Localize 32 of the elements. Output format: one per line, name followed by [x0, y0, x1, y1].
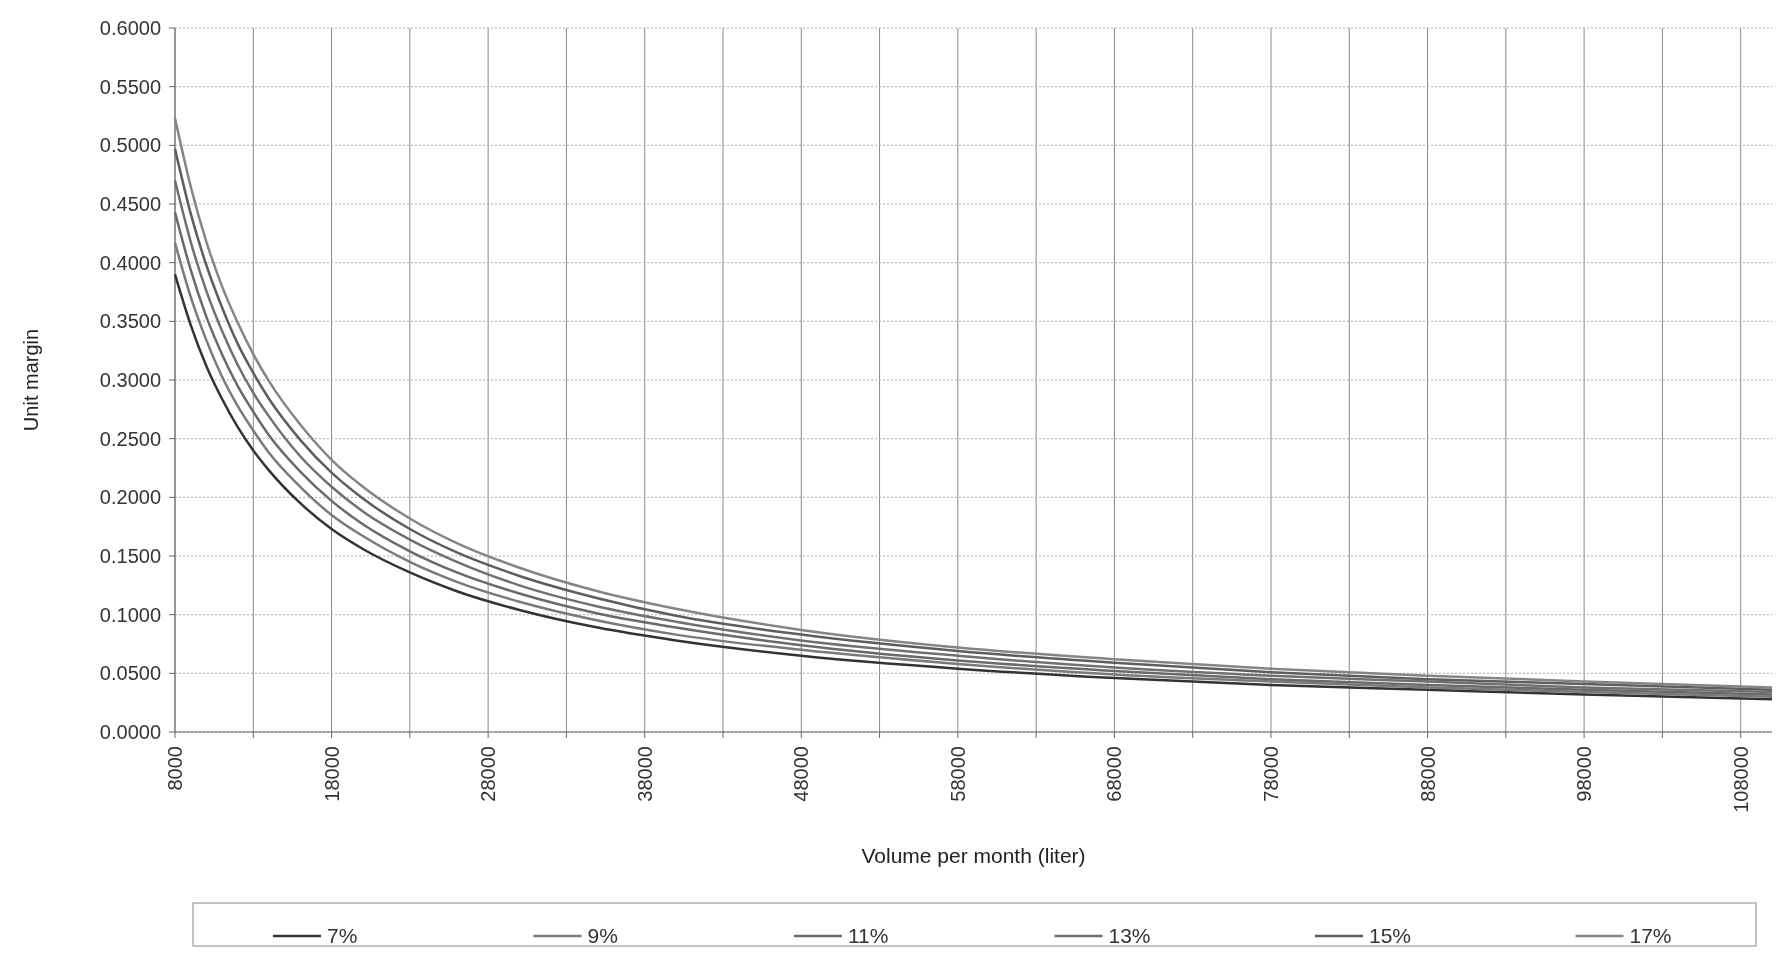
legend-label: 15% — [1369, 924, 1412, 948]
y-tick-label: 0.3500 — [99, 310, 161, 333]
y-axis-title: Unit margin — [20, 328, 42, 432]
y-tick-label: 0.5000 — [99, 134, 161, 157]
y-tick-label: 0.0000 — [99, 721, 161, 743]
y-tick-label: 0.1500 — [99, 545, 161, 567]
y-tick-label: 0.2000 — [99, 486, 161, 509]
legend-label: 13% — [1108, 924, 1151, 948]
y-tick-label: 0.0500 — [99, 662, 161, 685]
legend-label: 11% — [848, 924, 889, 948]
x-tick-label: 98000 — [1573, 746, 1596, 802]
x-tick-label: 58000 — [946, 746, 969, 802]
x-tick-label: 28000 — [477, 746, 500, 802]
x-tick-label: 48000 — [790, 746, 813, 802]
x-tick-label: 8000 — [164, 746, 186, 791]
legend-label: 7% — [327, 924, 358, 948]
x-axis-title: Volume per month (liter) — [861, 844, 1086, 867]
legend-label: 17% — [1629, 924, 1672, 948]
y-tick-label: 0.1000 — [99, 603, 161, 626]
y-tick-label: 0.3000 — [99, 369, 161, 391]
x-tick-label: 88000 — [1416, 746, 1439, 802]
y-tick-label: 0.6000 — [99, 17, 161, 39]
x-tick-label: 68000 — [1103, 746, 1126, 802]
x-tick-label: 38000 — [633, 746, 656, 802]
y-tick-label: 0.5500 — [99, 75, 161, 98]
x-tick-label: 78000 — [1259, 746, 1282, 802]
y-tick-label: 0.2500 — [99, 427, 161, 450]
y-tick-label: 0.4500 — [99, 193, 161, 215]
x-tick-label: 18000 — [320, 746, 343, 802]
y-tick-label: 0.4000 — [99, 251, 161, 274]
legend-label: 9% — [587, 924, 618, 948]
x-tick-label: 108000 — [1729, 746, 1752, 813]
